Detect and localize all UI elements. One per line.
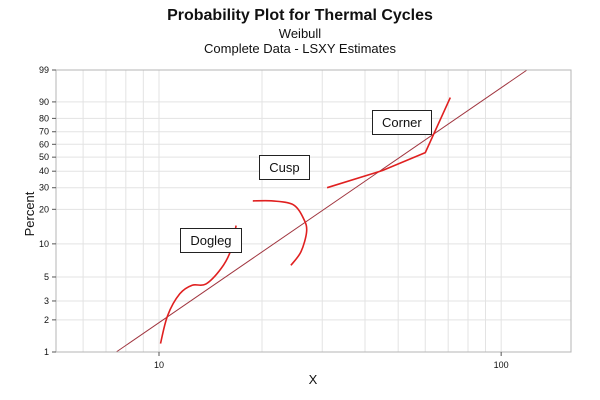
y-tick-label: 1 <box>44 347 49 357</box>
y-tick-label: 3 <box>44 296 49 306</box>
annotation-cusp: Cusp <box>259 155 310 181</box>
x-tick-label: 100 <box>494 360 509 370</box>
y-tick-label: 99 <box>39 65 49 75</box>
data-series-2 <box>252 199 308 266</box>
y-tick-label: 60 <box>39 139 49 149</box>
chart-title: Probability Plot for Thermal Cycles <box>167 7 433 24</box>
y-axis-label: Percent <box>22 191 37 236</box>
x-axis-label: X <box>309 372 318 387</box>
annotation-dogleg: Dogleg <box>180 228 242 254</box>
chart-subtitle-distribution: Weibull <box>278 26 322 41</box>
data-series-3 <box>326 97 452 189</box>
y-tick-label: 20 <box>39 204 49 214</box>
y-tick-label: 80 <box>39 113 49 123</box>
y-tick-label: 2 <box>44 315 49 325</box>
y-tick-label: 90 <box>39 97 49 107</box>
y-tick-label: 50 <box>39 152 49 162</box>
y-tick-label: 30 <box>39 183 49 193</box>
plot-frame <box>55 69 572 353</box>
chart-subtitle-method: Complete Data - LSXY Estimates <box>204 41 396 56</box>
y-tick-label: 40 <box>39 166 49 176</box>
y-tick-label: 5 <box>44 272 49 282</box>
x-tick-label: 10 <box>154 360 164 370</box>
y-tick-label: 70 <box>39 127 49 137</box>
annotation-corner: Corner <box>372 109 432 135</box>
fit-line <box>115 69 528 353</box>
y-tick-label: 10 <box>39 239 49 249</box>
